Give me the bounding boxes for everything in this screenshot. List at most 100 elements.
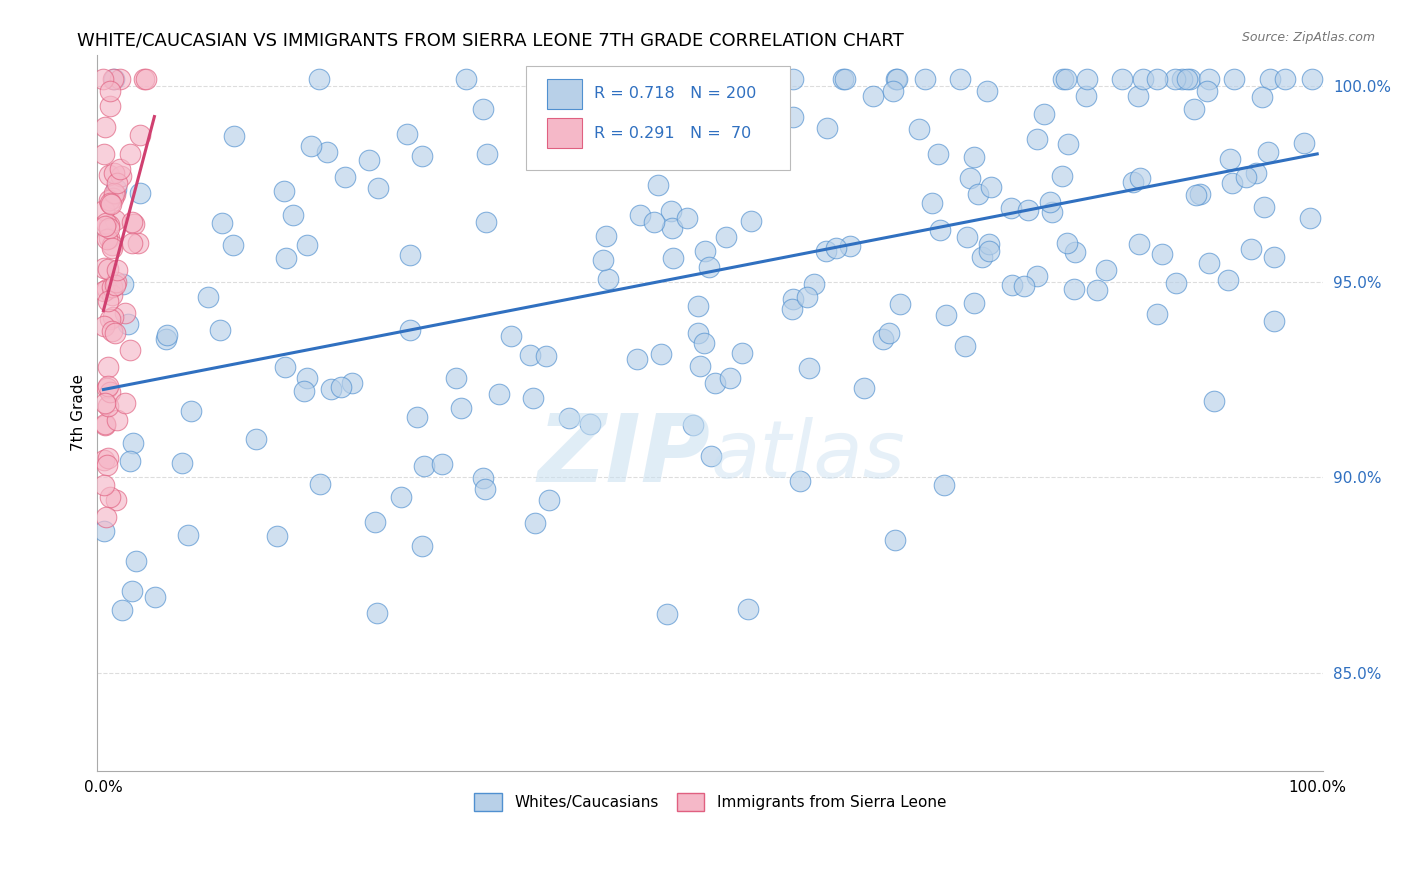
Point — [104, 277, 127, 292]
Point — [1223, 71, 1246, 86]
Point — [107, 413, 129, 427]
Point — [1185, 188, 1208, 202]
Point — [93, 318, 115, 333]
Point — [501, 329, 523, 343]
Point — [432, 457, 454, 471]
Point — [980, 179, 1002, 194]
Point — [832, 71, 855, 86]
Point — [877, 326, 900, 341]
Point — [98, 84, 121, 98]
Point — [1257, 145, 1279, 159]
Point — [1039, 194, 1062, 209]
Point — [94, 417, 117, 431]
Point — [413, 459, 436, 474]
Point — [1063, 282, 1085, 296]
Point — [550, 107, 572, 121]
Point — [104, 326, 127, 340]
Point — [124, 217, 146, 231]
Point — [686, 299, 709, 313]
Point — [444, 371, 467, 385]
Point — [929, 222, 952, 236]
Point — [1042, 205, 1064, 219]
Point — [100, 197, 122, 211]
Point — [1198, 71, 1220, 86]
Point — [1251, 90, 1274, 104]
Point — [884, 533, 907, 548]
Point — [647, 178, 669, 193]
Text: R = 0.718   N = 200: R = 0.718 N = 200 — [593, 87, 756, 102]
FancyBboxPatch shape — [526, 66, 790, 169]
Point — [474, 482, 496, 496]
Point — [94, 509, 117, 524]
Point — [366, 606, 388, 620]
Point — [295, 237, 318, 252]
Point — [128, 128, 150, 142]
Text: R = 0.291   N =  70: R = 0.291 N = 70 — [593, 126, 751, 141]
Point — [1189, 186, 1212, 201]
Point — [177, 528, 200, 542]
Point — [686, 326, 709, 341]
Point — [273, 184, 295, 198]
Point — [94, 219, 117, 234]
Point — [803, 277, 825, 291]
Point — [100, 288, 122, 302]
Text: Source: ZipAtlas.com: Source: ZipAtlas.com — [1241, 31, 1375, 45]
Point — [125, 554, 148, 568]
Point — [534, 350, 557, 364]
Point — [799, 360, 821, 375]
Point — [825, 240, 848, 254]
Point — [292, 384, 315, 398]
Point — [538, 493, 561, 508]
Point — [411, 149, 433, 163]
Point — [93, 284, 115, 298]
Point — [128, 186, 150, 200]
Point — [101, 191, 124, 205]
Point — [1220, 176, 1243, 190]
Point — [1012, 279, 1035, 293]
Point — [97, 399, 120, 413]
Point — [675, 211, 697, 225]
Point — [93, 453, 115, 467]
Point — [626, 352, 648, 367]
Point — [1000, 201, 1022, 215]
Point — [135, 71, 157, 86]
Point — [1294, 136, 1316, 150]
Point — [815, 120, 838, 135]
Point — [321, 382, 343, 396]
Point — [98, 231, 121, 245]
Point — [96, 458, 118, 472]
Point — [454, 71, 477, 86]
Point — [927, 146, 949, 161]
Point — [143, 590, 166, 604]
Point — [398, 247, 420, 261]
Point — [914, 71, 936, 86]
Point — [1246, 166, 1268, 180]
Point — [411, 540, 433, 554]
Point — [934, 478, 956, 492]
Point — [127, 235, 149, 250]
Point — [689, 359, 711, 373]
Point — [1050, 169, 1073, 184]
Point — [472, 470, 495, 484]
Text: atlas: atlas — [710, 417, 905, 495]
Point — [101, 238, 124, 252]
Point — [1085, 283, 1108, 297]
Point — [935, 308, 957, 322]
Point — [104, 182, 127, 196]
Point — [718, 371, 741, 385]
Point — [907, 122, 929, 136]
Point — [1198, 256, 1220, 270]
Point — [782, 110, 804, 124]
Point — [1025, 268, 1047, 283]
Point — [399, 323, 422, 337]
Point — [98, 384, 121, 399]
Point — [578, 417, 600, 431]
Point — [274, 251, 297, 265]
Point — [118, 454, 141, 468]
Point — [117, 317, 139, 331]
Point — [1132, 71, 1154, 86]
Point — [101, 71, 124, 86]
Point — [955, 229, 977, 244]
Point — [1126, 88, 1149, 103]
Text: WHITE/CAUCASIAN VS IMMIGRANTS FROM SIERRA LEONE 7TH GRADE CORRELATION CHART: WHITE/CAUCASIAN VS IMMIGRANTS FROM SIERR… — [77, 31, 904, 49]
